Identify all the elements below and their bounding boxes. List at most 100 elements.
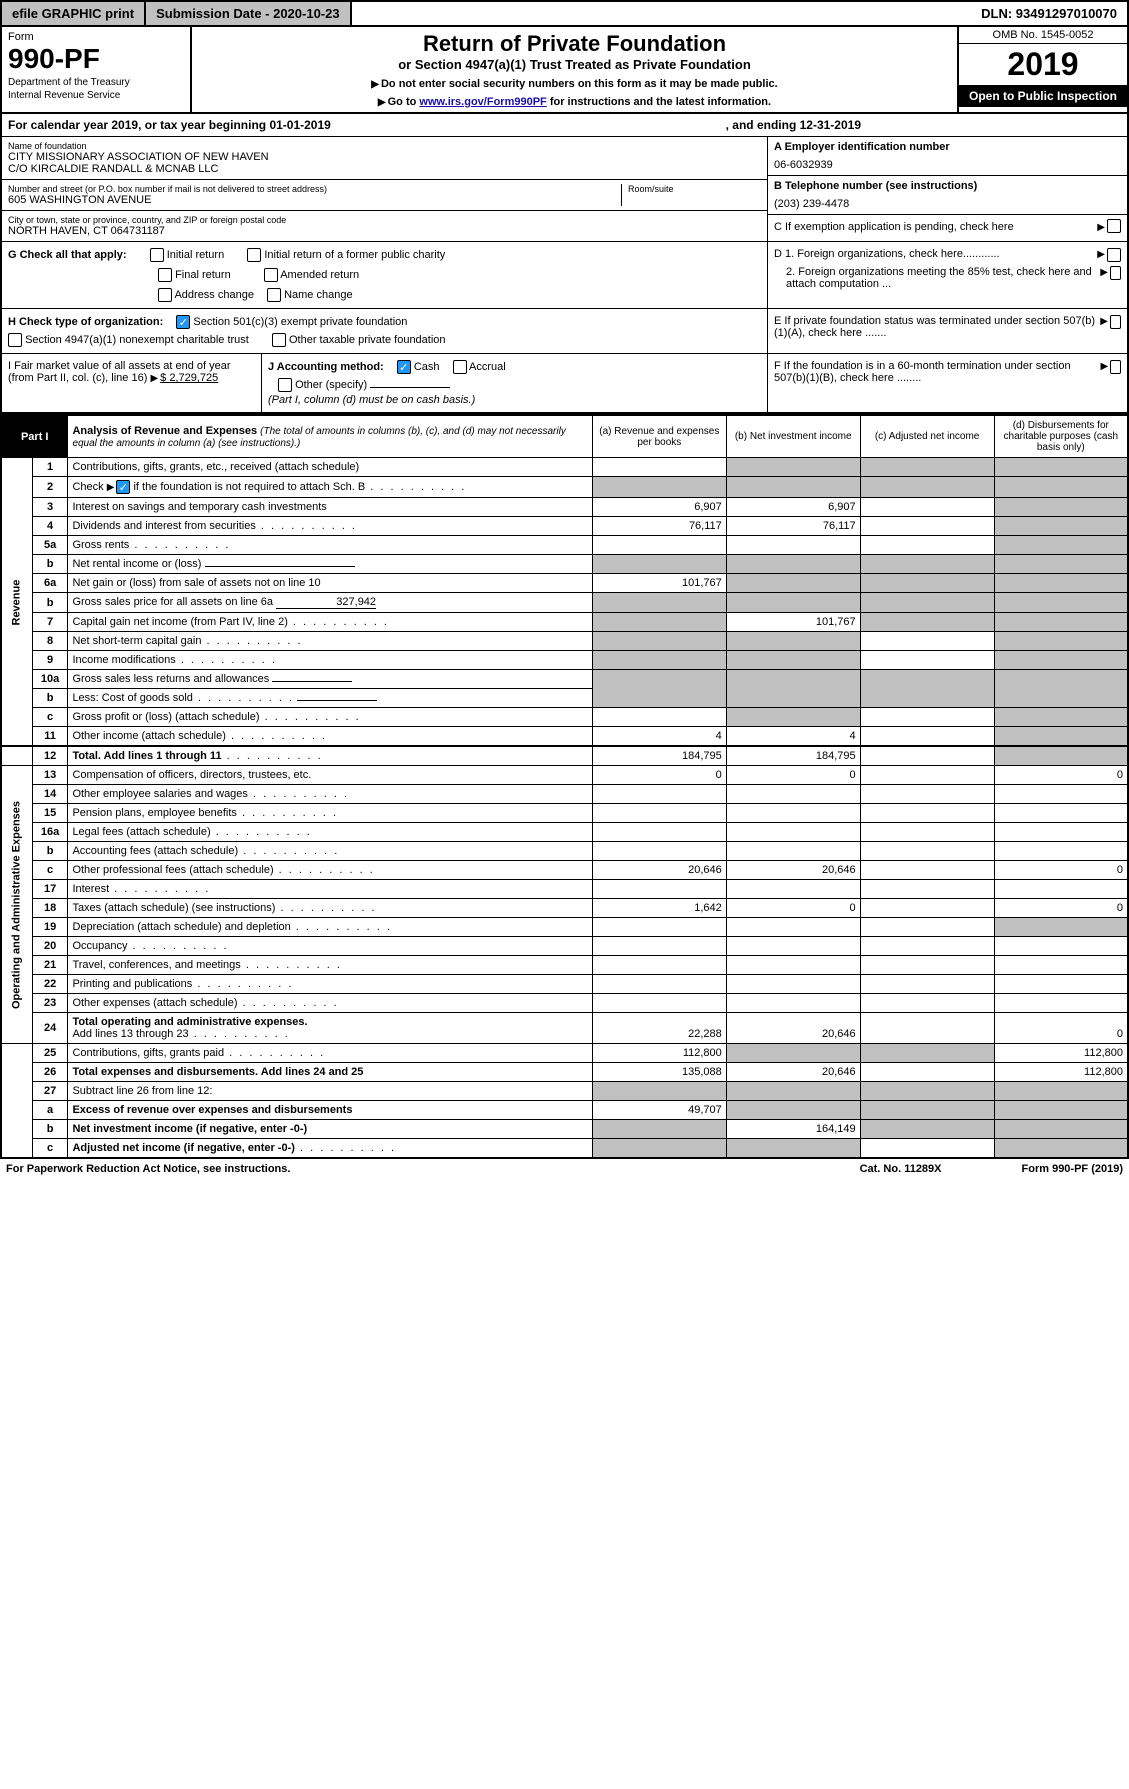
ein-value: 06-6032939 <box>774 159 1121 171</box>
col-d-head: (d) Disbursements for charitable purpose… <box>994 415 1128 458</box>
e-checkbox[interactable] <box>1110 315 1121 329</box>
d2-checkbox[interactable] <box>1110 266 1121 280</box>
table-row: 6aNet gain or (loss) from sale of assets… <box>1 574 1128 593</box>
row-num: 17 <box>32 880 68 899</box>
row-num: 18 <box>32 899 68 918</box>
row-desc: Total operating and administrative expen… <box>68 1013 592 1044</box>
arrow-icon <box>1100 266 1110 290</box>
row-desc: Contributions, gifts, grants paid <box>68 1044 592 1063</box>
row-desc: Compensation of officers, directors, tru… <box>68 766 592 785</box>
table-row: cGross profit or (loss) (attach schedule… <box>1 708 1128 727</box>
row-num: 16a <box>32 823 68 842</box>
table-row: 16aLegal fees (attach schedule) <box>1 823 1128 842</box>
table-row: 18Taxes (attach schedule) (see instructi… <box>1 899 1128 918</box>
arrow-icon <box>150 372 160 384</box>
efile-print-button[interactable]: efile GRAPHIC print <box>2 2 146 25</box>
row-desc: Other income (attach schedule) <box>68 727 592 747</box>
j-cash-checkbox[interactable] <box>397 360 411 374</box>
i-value: $ 2,729,725 <box>160 372 218 384</box>
foundation-name: CITY MISSIONARY ASSOCIATION OF NEW HAVEN <box>8 151 761 163</box>
row-num: 7 <box>32 613 68 632</box>
row-num: 20 <box>32 937 68 956</box>
table-row: 10aGross sales less returns and allowanc… <box>1 670 1128 689</box>
row-desc: Taxes (attach schedule) (see instruction… <box>68 899 592 918</box>
d1-checkbox[interactable] <box>1107 248 1121 262</box>
j-accrual-checkbox[interactable] <box>453 360 467 374</box>
h-4947-checkbox[interactable] <box>8 333 22 347</box>
row-desc: Travel, conferences, and meetings <box>68 956 592 975</box>
row-num: 3 <box>32 498 68 517</box>
row-desc: Legal fees (attach schedule) <box>68 823 592 842</box>
row-num: c <box>32 708 68 727</box>
city-state-zip: NORTH HAVEN, CT 064731187 <box>8 225 761 237</box>
amt-b: 20,646 <box>726 1013 860 1044</box>
tax-year: 2019 <box>959 44 1127 85</box>
entity-info: Name of foundation CITY MISSIONARY ASSOC… <box>0 137 1129 242</box>
h-opt2: Section 4947(a)(1) nonexempt charitable … <box>25 334 249 346</box>
row-desc: Income modifications <box>68 651 592 670</box>
c-checkbox[interactable] <box>1107 219 1121 233</box>
row-desc: Other professional fees (attach schedule… <box>68 861 592 880</box>
row-num: 21 <box>32 956 68 975</box>
row-desc: Excess of revenue over expenses and disb… <box>68 1101 592 1120</box>
row-desc: Other employee salaries and wages <box>68 785 592 804</box>
amt-a: 0 <box>592 766 726 785</box>
irs-link[interactable]: www.irs.gov/Form990PF <box>419 96 546 108</box>
row-desc: Net investment income (if negative, ente… <box>68 1120 592 1139</box>
name-label: Name of foundation <box>8 141 761 151</box>
schb-checkbox[interactable] <box>116 480 130 494</box>
amt-b: 0 <box>726 766 860 785</box>
g-opt-1: Initial return of a former public charit… <box>264 249 445 261</box>
row-desc: Total. Add lines 1 through 11 <box>68 746 592 766</box>
table-row: 12Total. Add lines 1 through 11184,79518… <box>1 746 1128 766</box>
row-desc: Total expenses and disbursements. Add li… <box>68 1063 592 1082</box>
table-row: 11Other income (attach schedule)44 <box>1 727 1128 747</box>
row-num: b <box>32 689 68 708</box>
g-initial-former-checkbox[interactable] <box>247 248 261 262</box>
row-desc: Subtract line 26 from line 12: <box>68 1082 592 1101</box>
g-address-checkbox[interactable] <box>158 288 172 302</box>
table-row: 15Pension plans, employee benefits <box>1 804 1128 823</box>
h-other-checkbox[interactable] <box>272 333 286 347</box>
g-opt-3: Amended return <box>280 269 359 281</box>
row-num: a <box>32 1101 68 1120</box>
g-opt-4: Address change <box>174 289 254 301</box>
row-num: 25 <box>32 1044 68 1063</box>
table-row: Revenue 1 Contributions, gifts, grants, … <box>1 458 1128 477</box>
g-initial-checkbox[interactable] <box>150 248 164 262</box>
table-row: 4Dividends and interest from securities7… <box>1 517 1128 536</box>
row-num: 13 <box>32 766 68 785</box>
amt-a: 76,117 <box>592 517 726 536</box>
irs-label: Internal Revenue Service <box>8 90 184 101</box>
top-bar: efile GRAPHIC print Submission Date - 20… <box>0 0 1129 27</box>
arrow-icon <box>1100 315 1110 347</box>
section-g-d: G Check all that apply: Initial return I… <box>0 242 1129 309</box>
row-desc: Capital gain net income (from Part IV, l… <box>68 613 592 632</box>
col-c-head: (c) Adjusted net income <box>860 415 994 458</box>
d1-label: D 1. Foreign organizations, check here..… <box>774 248 1000 262</box>
g-name-checkbox[interactable] <box>267 288 281 302</box>
arrow-icon <box>1097 221 1107 233</box>
row-num: 24 <box>32 1013 68 1044</box>
row-num: 26 <box>32 1063 68 1082</box>
table-row: cOther professional fees (attach schedul… <box>1 861 1128 880</box>
amt-a: 4 <box>592 727 726 747</box>
form-number: 990-PF <box>8 43 184 75</box>
g-amended-checkbox[interactable] <box>264 268 278 282</box>
table-row: cAdjusted net income (if negative, enter… <box>1 1139 1128 1159</box>
amt-b: 164,149 <box>726 1120 860 1139</box>
table-row: 5aGross rents <box>1 536 1128 555</box>
dept-treasury: Department of the Treasury <box>8 77 184 88</box>
amt-d: 0 <box>994 1013 1128 1044</box>
f-checkbox[interactable] <box>1110 360 1121 374</box>
cat-no: Cat. No. 11289X <box>860 1163 942 1175</box>
table-row: 14Other employee salaries and wages <box>1 785 1128 804</box>
g-label: G Check all that apply: <box>8 249 127 261</box>
j-other-checkbox[interactable] <box>278 378 292 392</box>
g-final-checkbox[interactable] <box>158 268 172 282</box>
expenses-side-label: Operating and Administrative Expenses <box>1 766 32 1044</box>
table-row: bGross sales price for all assets on lin… <box>1 593 1128 613</box>
h-501c3-checkbox[interactable] <box>176 315 190 329</box>
amt-a: 49,707 <box>592 1101 726 1120</box>
j-accrual: Accrual <box>469 361 506 373</box>
